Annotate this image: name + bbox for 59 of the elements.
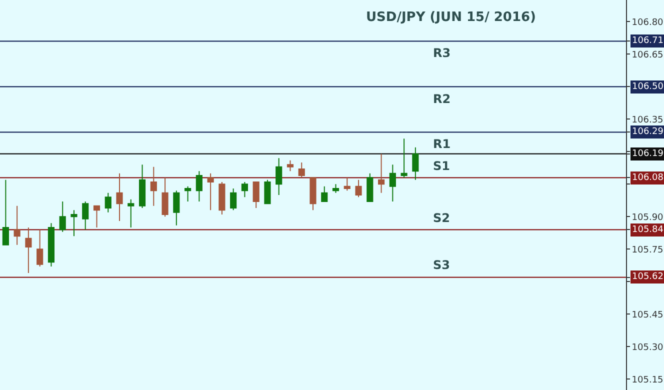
candlestick xyxy=(116,172,123,222)
y-tick-label: 106.19 xyxy=(632,149,664,159)
candlestick xyxy=(207,172,214,211)
candlestick xyxy=(264,179,271,204)
candlestick xyxy=(366,172,374,202)
y-tick-label: 106.50 xyxy=(632,82,664,92)
candlestick xyxy=(344,177,350,192)
candlestick xyxy=(332,184,340,194)
candlestick xyxy=(25,227,32,274)
ref-line-label: R1 xyxy=(433,137,451,151)
y-tick-label: 106.29 xyxy=(632,127,664,137)
candlestick xyxy=(162,177,168,218)
candlestick xyxy=(128,198,134,228)
ref-line-label: S1 xyxy=(433,159,450,173)
ref-line-label: R2 xyxy=(433,92,451,106)
y-tick-label: 105.30 xyxy=(632,342,664,353)
candlestick xyxy=(252,182,260,208)
candlestick xyxy=(93,205,100,228)
candlestick xyxy=(196,170,202,202)
candlestick xyxy=(230,188,237,211)
candlestick xyxy=(184,186,192,202)
candlestick xyxy=(82,201,89,230)
candlestick xyxy=(298,162,305,178)
candlestick xyxy=(389,164,396,202)
y-tick-label: 106.80 xyxy=(632,18,664,28)
candlestick xyxy=(173,190,180,226)
ref-line-label: S2 xyxy=(433,211,450,225)
y-tick-label: 105.15 xyxy=(632,375,664,386)
y-tick-label: 106.65 xyxy=(632,50,664,60)
text: USD/JPY (JUN 15/ 2016) xyxy=(366,10,536,25)
candlestick xyxy=(218,182,226,215)
candlestick xyxy=(355,179,362,198)
candlestick xyxy=(48,222,55,267)
candlestick xyxy=(104,192,112,213)
candlestick xyxy=(36,229,44,267)
y-tick-label: 105.45 xyxy=(632,310,664,320)
y-tick-label: 106.71 xyxy=(632,36,664,46)
y-tick-label: 105.90 xyxy=(632,212,664,223)
candlestick xyxy=(400,138,408,178)
y-tick-label: 106.08 xyxy=(632,173,664,183)
candlestick xyxy=(310,177,316,211)
ref-line-label: S3 xyxy=(433,258,450,272)
candlestick xyxy=(70,210,78,237)
y-tick-label: 105.75 xyxy=(632,245,664,256)
candlestick xyxy=(150,166,157,206)
y-tick-label: 105.84 xyxy=(632,225,664,235)
candlestick xyxy=(241,182,248,198)
candlestick xyxy=(321,186,328,202)
candlestick xyxy=(14,205,20,246)
ref-line-label: R3 xyxy=(433,46,451,60)
candlestick xyxy=(276,158,282,196)
y-tick-label: 105.62 xyxy=(632,272,664,282)
y-tick-label: 106.35 xyxy=(632,115,664,126)
candlestick xyxy=(59,201,66,232)
candlestick xyxy=(2,179,9,246)
candlestick xyxy=(412,146,419,180)
candlestick xyxy=(138,164,146,208)
candlestick xyxy=(378,153,385,194)
candlestick xyxy=(286,160,294,172)
